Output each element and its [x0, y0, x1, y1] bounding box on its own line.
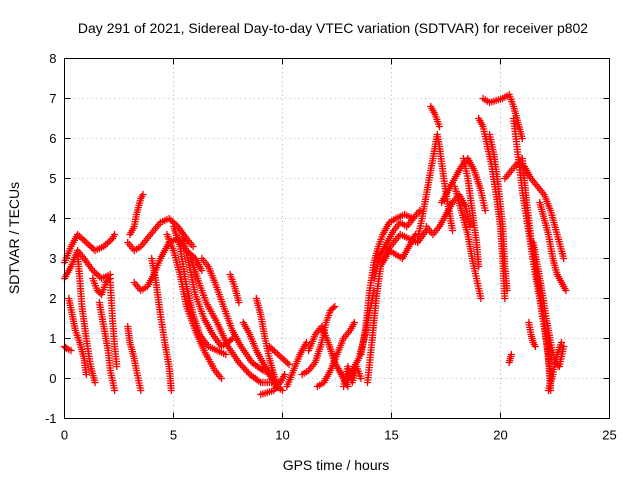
data-point — [137, 386, 145, 395]
data-point — [416, 206, 424, 215]
data-point — [243, 367, 251, 375]
data-point — [77, 234, 85, 242]
data-point — [475, 262, 483, 271]
data-point — [139, 190, 147, 199]
data-point — [113, 362, 121, 371]
y-tick-label: 5 — [49, 171, 56, 186]
data-point — [82, 238, 90, 247]
data-point — [477, 294, 485, 303]
data-point — [189, 242, 197, 251]
data-point — [80, 237, 89, 245]
data-point — [448, 226, 457, 235]
data-point — [331, 302, 339, 311]
x-tick-labels: 0 5 10 15 20 25 — [61, 428, 617, 443]
y-tick-label: 6 — [49, 131, 56, 146]
data-point — [100, 242, 108, 251]
grid-lines — [64, 58, 610, 419]
y-tick-label: 0 — [49, 371, 56, 386]
y-tick-label: 3 — [49, 251, 56, 266]
x-tick-label: 15 — [384, 428, 398, 443]
y-tick-label: -1 — [45, 411, 57, 426]
data-point — [111, 386, 119, 395]
data-point — [562, 286, 570, 295]
data-point — [481, 206, 489, 215]
data-point — [281, 370, 289, 379]
data-point — [84, 240, 92, 248]
data-point — [101, 241, 110, 249]
data-point — [357, 374, 365, 383]
y-tick-label: 7 — [49, 91, 56, 106]
y-tick-label: 1 — [49, 331, 56, 346]
plot-frame — [64, 58, 610, 419]
data-point — [531, 342, 539, 351]
data-point — [75, 232, 83, 240]
y-axis-label: SDTVAR / TECUs — [6, 182, 22, 294]
data-point — [167, 386, 175, 395]
x-axis-label: GPS time / hours — [283, 457, 390, 473]
data-point — [501, 294, 509, 303]
data-point — [67, 346, 75, 355]
x-tick-label: 25 — [602, 428, 616, 443]
data-point — [198, 266, 206, 275]
data-point — [94, 271, 102, 279]
data-point — [82, 370, 90, 379]
data-point — [435, 122, 444, 131]
data-point — [79, 235, 87, 243]
data-point — [239, 364, 248, 372]
y-tick-label: 2 — [49, 291, 56, 306]
data-point — [87, 243, 96, 251]
data-point — [222, 350, 230, 359]
data-point — [103, 239, 111, 247]
x-tick-label: 0 — [61, 428, 68, 443]
data-point — [350, 318, 359, 327]
y-tick-label: 8 — [49, 51, 56, 66]
data-point — [241, 365, 249, 373]
data-point — [518, 134, 526, 143]
y-tick-labels: -1 0 1 2 3 4 5 6 7 8 — [45, 51, 57, 426]
data-point — [73, 230, 82, 239]
data-point — [302, 338, 311, 347]
data-point — [238, 362, 246, 370]
x-tick-label: 10 — [275, 428, 289, 443]
data-point — [165, 214, 173, 223]
data-point — [90, 268, 99, 276]
data-point — [235, 358, 243, 367]
data-points — [60, 90, 570, 399]
data-point — [466, 222, 474, 231]
data-point — [91, 378, 99, 387]
data-point — [503, 286, 511, 295]
data-point — [89, 266, 97, 275]
y-tick-label: 4 — [49, 211, 56, 226]
data-point — [560, 254, 568, 263]
data-point — [92, 270, 100, 278]
data-point — [167, 216, 175, 224]
data-point — [557, 338, 566, 347]
chart-title: Day 291 of 2021, Sidereal Day-to-day VTE… — [78, 20, 588, 36]
data-point — [285, 360, 293, 369]
data-point — [236, 360, 245, 368]
data-point — [86, 242, 94, 250]
data-point — [105, 238, 113, 246]
data-point — [217, 374, 226, 383]
x-tick-label: 5 — [170, 428, 177, 443]
data-point — [560, 342, 568, 351]
x-tick-label: 20 — [493, 428, 507, 443]
data-point — [507, 350, 515, 359]
data-point — [169, 218, 177, 226]
data-point — [278, 386, 287, 395]
data-point — [283, 359, 292, 367]
data-point — [235, 298, 243, 307]
data-point — [329, 304, 337, 312]
data-point — [111, 230, 119, 239]
